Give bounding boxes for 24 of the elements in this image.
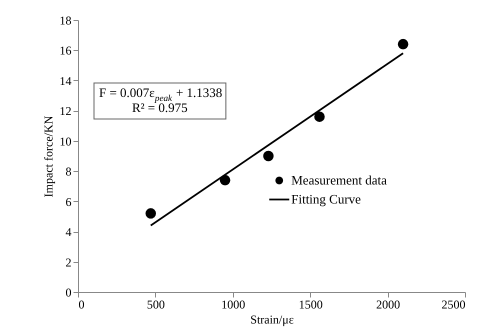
- x-tick-label: 2000: [376, 298, 400, 312]
- y-tick-label: 4: [66, 225, 72, 240]
- point: [314, 111, 325, 122]
- y-axis-title: Impact force/KN: [42, 115, 56, 198]
- x-tick-label: 500: [146, 298, 165, 312]
- y-tick-label: 14: [60, 74, 72, 88]
- y-tick-label: 6: [66, 194, 72, 209]
- x-tick-label: 1000: [221, 298, 246, 312]
- point: [146, 208, 156, 219]
- y-tick-label: 10: [60, 134, 72, 148]
- x-tick-label: 2500: [442, 298, 466, 312]
- point: [398, 38, 408, 50]
- y-tick-label: 16: [60, 44, 72, 58]
- y-tick-label: 8: [66, 164, 72, 179]
- legend-label: Fitting Curve: [291, 191, 362, 206]
- y-tick-label: 18: [60, 14, 72, 28]
- y-tick-label: 0: [66, 286, 72, 300]
- y-tick-label: 2: [66, 255, 72, 270]
- x-tick-label: 0: [78, 298, 84, 312]
- x-tick-label: 1500: [298, 298, 323, 312]
- y-tick-label: 12: [60, 104, 72, 118]
- point: [263, 150, 274, 162]
- x-axis-title: Strain/με: [250, 312, 294, 326]
- legend-label: Measurement data: [291, 172, 388, 188]
